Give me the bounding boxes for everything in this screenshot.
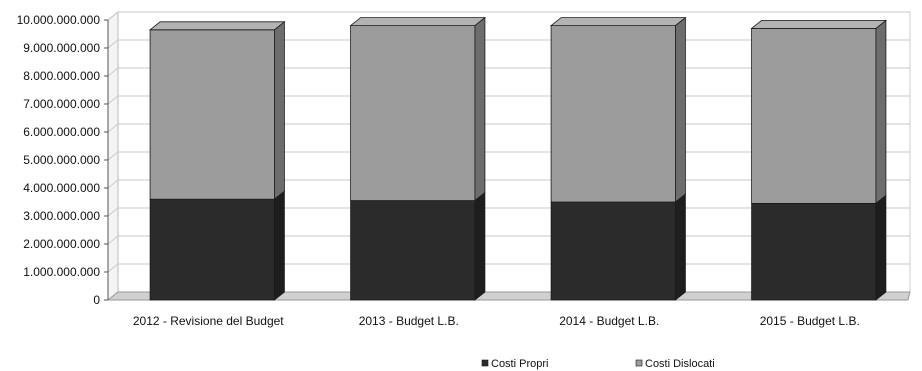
- bar-top: [549, 17, 687, 27]
- y-axis: 0 1.000.000.000 2.000.000.000 3.000.000.000…: [17, 13, 109, 307]
- bar-stack: [549, 16, 687, 301]
- x-tick-label: 2015 - Budget L.B.: [760, 314, 860, 328]
- bar-segment-side: [875, 19, 887, 205]
- gridline-side: [107, 95, 119, 105]
- x-tick-label: 2013 - Budget L.B.: [359, 314, 459, 328]
- gridline-side: [107, 11, 119, 21]
- legend-swatch: [481, 359, 489, 367]
- bar-segment: [350, 200, 476, 301]
- bar-stack: [750, 19, 888, 301]
- gridline-side: [107, 151, 119, 161]
- bar-top: [750, 19, 888, 29]
- gridline-side: [107, 263, 119, 273]
- bar-segment-side: [675, 193, 686, 301]
- bar-stack: [349, 16, 487, 301]
- bar-segment-side: [474, 16, 486, 202]
- legend-label: Costi Propri: [491, 358, 548, 370]
- bars: [148, 16, 888, 301]
- bar-segment: [149, 198, 275, 301]
- bar-segment-side: [274, 20, 285, 201]
- y-tick-label: 8.000.000.000: [23, 69, 100, 83]
- bar-segment: [751, 202, 877, 301]
- y-tick-label: 6.000.000.000: [23, 125, 100, 139]
- bar-segment-side: [675, 16, 686, 203]
- y-tick-label: 3.000.000.000: [23, 209, 100, 223]
- bar-segment: [550, 25, 676, 203]
- y-tick-label: 7.000.000.000: [23, 97, 100, 111]
- y-tick-label: 9.000.000.000: [23, 41, 100, 55]
- legend-swatch: [635, 359, 643, 367]
- gridline-side: [107, 179, 119, 189]
- y-tick-label: 0: [93, 293, 100, 307]
- bar-segment-side: [274, 190, 285, 301]
- y-tick-label: 1.000.000.000: [23, 265, 100, 279]
- bar-top: [349, 17, 487, 27]
- x-tick-label: 2012 - Revisione del Budget: [133, 314, 284, 328]
- bar-segment-side: [474, 191, 486, 301]
- gridline-side: [107, 67, 119, 77]
- gridline-side: [107, 235, 119, 245]
- x-axis: 2012 - Revisione del Budget 2013 - Budget…: [133, 314, 860, 328]
- gridline-side: [107, 39, 119, 49]
- gridline-side: [107, 123, 119, 133]
- y-tick-label: 2.000.000.000: [23, 237, 100, 251]
- legend: Costi Propri Costi Dislocati: [481, 358, 715, 370]
- bar-segment: [751, 27, 877, 204]
- y-tick-label: 4.000.000.000: [23, 181, 100, 195]
- x-tick-label: 2014 - Budget L.B.: [559, 314, 659, 328]
- bar-segment: [550, 201, 676, 301]
- gridline-side: [107, 207, 119, 217]
- y-tick-label: 5.000.000.000: [23, 153, 100, 167]
- bar-segment: [350, 25, 476, 202]
- bar-stack: [148, 20, 286, 301]
- legend-label: Costi Dislocati: [645, 358, 715, 370]
- bar-top: [148, 21, 286, 31]
- y-tick-label: 10.000.000.000: [17, 13, 101, 27]
- bar-segment-side: [875, 194, 887, 301]
- bar-segment: [149, 29, 275, 200]
